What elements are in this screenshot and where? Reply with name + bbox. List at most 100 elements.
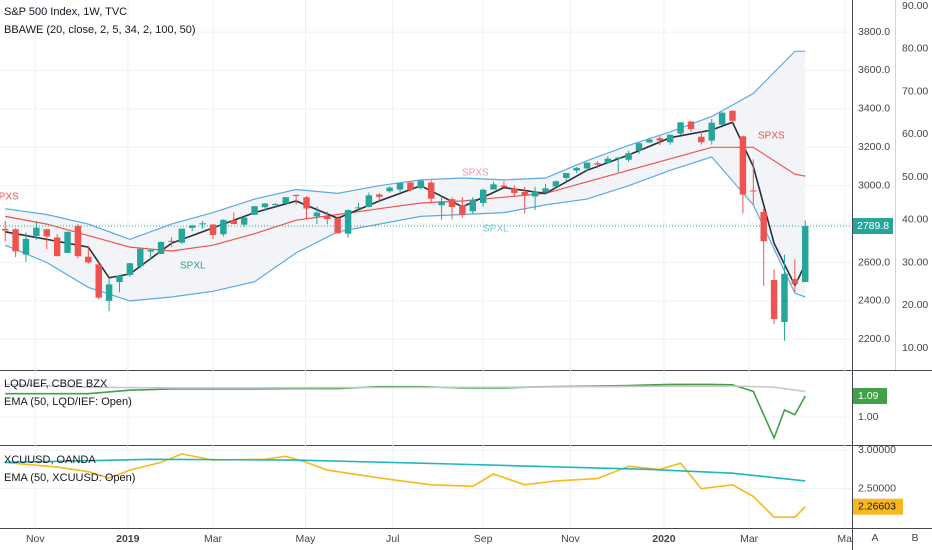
signal-label: SPXS [0,192,19,203]
auto-scale-button[interactable]: A [871,532,878,544]
indicator-line [5,383,806,393]
pane-title: XCUUSD, OANDA [4,454,96,466]
candle-body [168,240,175,242]
candle-body [22,238,30,255]
pane-title: LQD/IEF, CBOE BZX [4,378,108,390]
candle-body [272,203,279,205]
y-tick-label: 1.00 [858,411,879,423]
candle-body [209,224,217,236]
candle-body [427,182,435,199]
last-price-box [853,218,893,235]
candle-body [698,136,705,143]
candle-body [511,188,518,193]
y-tick-label: 3000.0 [858,179,890,191]
y2-tick-label: 90.00 [902,0,928,12]
y-tick-label: 2.50000 [858,482,896,494]
candle-body [126,263,134,275]
candle-body [251,206,258,215]
candle-body [105,284,113,301]
candle-body [531,191,539,197]
band-fill [5,51,806,301]
candle-body [334,218,341,234]
candle-body [563,172,570,178]
log-scale-button[interactable]: B [911,532,918,544]
candle-body [147,249,154,252]
candle-body [1,228,9,231]
pane-title: S&P 500 Index, 1W, TVC [4,6,127,18]
candle-body [604,158,612,164]
x-tick-label: 2020 [652,533,676,545]
candle-body [376,194,383,197]
candle-body [407,182,414,191]
candle-body [178,228,186,243]
indicator-line [5,453,806,518]
candle-body [687,121,695,130]
y2-tick-label: 70.00 [902,85,928,97]
candle-body [646,139,653,143]
x-tick-label: May [296,533,317,545]
candle-body [479,189,487,203]
y2-tick-label: 80.00 [902,43,928,55]
candle-body [739,136,747,195]
y2-tick-label: 20.00 [902,299,928,311]
candle-body [12,229,19,252]
candle-body [521,192,528,195]
x-tick-label: Jul [386,533,399,545]
candle-body [261,203,269,208]
last-price-label: 2789.8 [857,220,889,232]
candle-body [137,248,144,267]
candle-body [33,227,40,236]
candle-body [282,197,289,204]
candle-body [802,226,809,283]
candle-body [157,241,165,255]
candle-body [324,216,331,220]
candle-body [355,207,362,209]
candle-body [417,180,425,189]
candle-body [729,110,736,121]
pane-subtitle: EMA (50, LQD/IEF: Open) [4,396,132,408]
candle-body [552,181,560,187]
signal-label: SPXL [180,261,206,272]
x-tick-label: Ma [837,533,852,545]
candle-body [396,182,404,190]
indicator-line [5,146,806,252]
candle-body [199,223,206,225]
candle-body [573,167,580,171]
candle-body [750,190,757,192]
candle-body [542,188,549,193]
candle-body [344,210,352,234]
candle-body [614,157,622,159]
candle-body [64,231,71,253]
y-tick-label: 3600.0 [858,64,890,76]
candle-body [74,225,82,257]
candle-body [708,122,715,141]
x-tick-label: Sep [474,533,493,545]
y2-tick-label: 30.00 [902,256,928,268]
signal-label: SPXL [483,224,509,235]
signal-label: SPXS [462,168,489,179]
candle-body [116,275,123,283]
x-tick-label: 2019 [116,533,140,545]
candle-body [770,279,778,320]
candle-body [490,184,497,190]
x-tick-label: Mar [204,533,223,545]
candle-body [448,199,456,207]
indicator-line [5,458,806,482]
candle-body [220,219,227,235]
candle-body [594,163,601,165]
y-tick-label: 3400.0 [858,103,890,115]
last-value-label: 2.26603 [858,500,896,512]
indicator-line [5,50,806,241]
candle-body [438,201,445,206]
candle-body [53,237,61,257]
y-tick-label: 3200.0 [858,141,890,153]
candle-body [500,185,508,188]
pane-subtitle: EMA (50, XCUUSD: Open) [4,472,135,484]
candle-body [459,205,466,216]
candle-body [95,264,102,298]
x-tick-label: Nov [26,533,45,545]
candle-body [677,122,684,134]
